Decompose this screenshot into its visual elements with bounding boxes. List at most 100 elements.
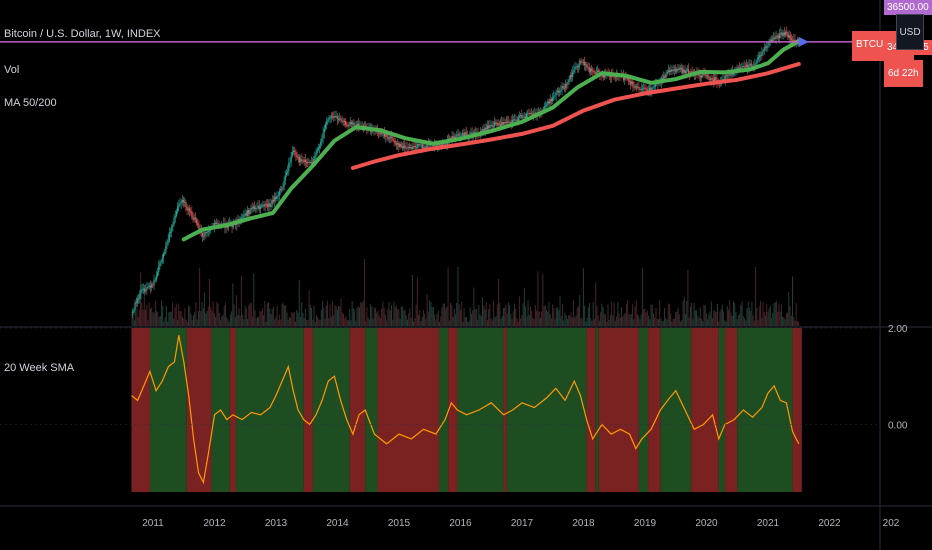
volume-bar bbox=[529, 306, 531, 326]
volume-bar bbox=[243, 319, 245, 326]
candle-body bbox=[350, 122, 353, 125]
volume-bar bbox=[301, 302, 303, 326]
ma-label[interactable]: MA 50/200 bbox=[4, 97, 57, 109]
volume-bar bbox=[668, 304, 670, 326]
volume-bar bbox=[420, 320, 422, 326]
candle-body bbox=[261, 205, 263, 207]
top-price-tag: 36500.00 bbox=[884, 0, 932, 15]
volume-bar bbox=[771, 317, 773, 326]
vol-label[interactable]: Vol bbox=[4, 64, 20, 76]
candle-body bbox=[394, 141, 396, 144]
volume-bar bbox=[484, 309, 486, 326]
volume-bar bbox=[605, 314, 607, 326]
volume-bar bbox=[322, 301, 324, 326]
volume-bar bbox=[523, 288, 525, 326]
volume-bar bbox=[747, 301, 749, 326]
volume-bar bbox=[290, 317, 292, 326]
volume-bar bbox=[419, 310, 421, 326]
candle-body bbox=[452, 136, 454, 138]
volume-bar bbox=[404, 309, 406, 326]
candle-body bbox=[635, 86, 638, 88]
volume-bar bbox=[344, 318, 346, 326]
volume-bar bbox=[569, 315, 571, 326]
volume-bar bbox=[275, 316, 277, 326]
y-tick-label: 2.00 bbox=[888, 324, 908, 335]
candle-body bbox=[691, 71, 693, 73]
candle-body bbox=[436, 143, 438, 147]
volume-bar bbox=[255, 318, 257, 326]
volume-bar bbox=[199, 267, 201, 326]
volume-bar bbox=[259, 311, 261, 326]
candle-body bbox=[307, 162, 309, 164]
volume-bar bbox=[312, 319, 314, 326]
volume-bar bbox=[205, 313, 207, 326]
volume-bar bbox=[338, 305, 340, 326]
volume-bar bbox=[414, 318, 416, 326]
candle-body bbox=[581, 61, 583, 63]
currency-button[interactable]: USD bbox=[896, 14, 924, 50]
candle-body bbox=[517, 117, 519, 122]
volume-bar bbox=[566, 319, 568, 326]
candle-body bbox=[303, 159, 305, 163]
candle-body bbox=[194, 217, 196, 220]
volume-bar bbox=[152, 312, 154, 326]
volume-bar bbox=[362, 300, 364, 326]
symbol-title[interactable]: Bitcoin / U.S. Dollar, 1W, INDEX bbox=[4, 28, 161, 40]
volume-bar bbox=[457, 266, 459, 326]
candle-body bbox=[253, 206, 256, 209]
candle-body bbox=[768, 41, 770, 46]
volume-bar bbox=[652, 313, 654, 326]
candle-body bbox=[725, 75, 728, 77]
oscillator-label[interactable]: 20 Week SMA bbox=[4, 362, 75, 374]
volume-bar bbox=[172, 302, 174, 326]
zone-bull bbox=[365, 328, 378, 492]
volume-bar bbox=[651, 304, 653, 326]
volume-bar bbox=[383, 307, 385, 326]
volume-bar bbox=[521, 315, 523, 326]
candle-body bbox=[503, 122, 505, 125]
candle-body bbox=[732, 73, 735, 75]
candle-body bbox=[175, 211, 178, 216]
candle-body bbox=[699, 75, 701, 78]
candle-body bbox=[327, 119, 329, 122]
candle-body bbox=[790, 38, 793, 41]
volume-bar bbox=[145, 309, 147, 326]
volume-bar bbox=[511, 319, 513, 326]
volume-bar bbox=[564, 312, 566, 326]
candle-body bbox=[544, 105, 547, 107]
x-tick-label: 2022 bbox=[818, 518, 841, 529]
volume-bar bbox=[276, 305, 278, 326]
volume-bar bbox=[791, 276, 793, 326]
candle-body bbox=[344, 121, 347, 125]
candle-body bbox=[217, 223, 219, 225]
volume-bar bbox=[570, 312, 572, 326]
candle-body bbox=[665, 73, 667, 78]
candle-body bbox=[634, 86, 636, 88]
volume-bar bbox=[372, 318, 374, 326]
volume-bar bbox=[637, 313, 639, 326]
candle-body bbox=[588, 67, 590, 73]
candle-body bbox=[451, 136, 453, 139]
candle-body bbox=[748, 65, 750, 69]
candle-body bbox=[554, 95, 556, 97]
x-tick-label: 2020 bbox=[695, 518, 718, 529]
candle-body bbox=[159, 262, 161, 267]
volume-bar bbox=[643, 309, 645, 326]
volume-bar bbox=[702, 320, 704, 326]
volume-bar bbox=[164, 317, 166, 326]
candle-body bbox=[169, 231, 172, 233]
volume-bar bbox=[740, 304, 742, 326]
candle-body bbox=[557, 90, 560, 93]
candle-body bbox=[676, 68, 678, 72]
moving-averages bbox=[0, 36, 852, 242]
volume-bar bbox=[185, 319, 187, 326]
candle-body bbox=[653, 86, 655, 88]
volume-bar bbox=[660, 318, 662, 326]
x-tick-label: 2017 bbox=[511, 518, 534, 529]
candle-body bbox=[179, 203, 181, 205]
volume-bar bbox=[714, 311, 716, 326]
volume-bar bbox=[195, 302, 197, 326]
volume-bar bbox=[485, 302, 487, 326]
candle-body bbox=[614, 76, 616, 78]
